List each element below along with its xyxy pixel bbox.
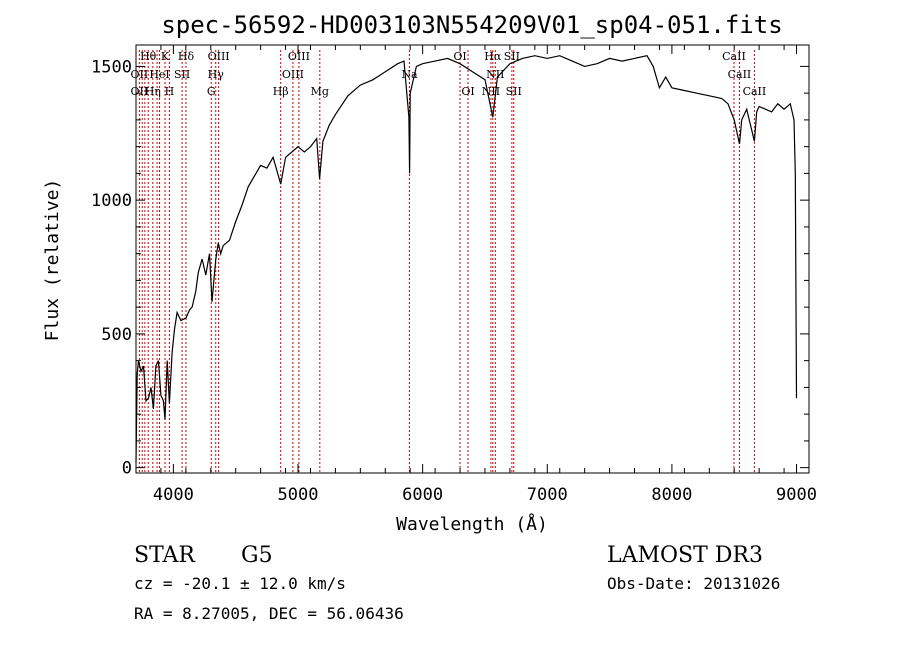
spectral-line-label: OII xyxy=(131,68,149,81)
spectral-line-label: OIII xyxy=(288,50,310,63)
x-tick-label: 5000 xyxy=(278,485,319,505)
x-tick-label: 7000 xyxy=(527,485,568,505)
spectral-line-label: OI xyxy=(453,50,466,63)
spectral-line-label: CaII xyxy=(728,68,752,81)
subclass: G5 xyxy=(241,543,273,568)
x-axis-label: Wavelength (Å) xyxy=(396,513,548,535)
spectral-line-label: SII xyxy=(174,68,190,81)
redshift-velocity: cz = -20.1 ± 12.0 km/s xyxy=(134,574,346,593)
object-class: STAR xyxy=(134,543,196,568)
x-tick-label: 9000 xyxy=(776,485,817,505)
axis-ticks: 4000 5000 6000 7000 8000 9000 0 500 1000 1500 xyxy=(91,45,817,505)
spectral-line-label: G xyxy=(207,85,216,98)
spectral-line-label: HeI xyxy=(149,68,169,81)
plot-frame xyxy=(135,44,810,474)
spectral-line-label: H xyxy=(165,85,175,98)
x-tick-label: 8000 xyxy=(651,485,692,505)
spectral-line-label: OI xyxy=(461,85,474,98)
spectral-line-label: K xyxy=(161,50,170,63)
spectral-line-label: Mg xyxy=(311,85,329,98)
spectral-line-label: SII xyxy=(504,50,520,63)
spectrum-curve xyxy=(135,55,798,463)
y-tick-label: 1000 xyxy=(91,191,132,211)
spectral-line-label: Hα xyxy=(484,50,502,63)
spectral-line-label: NII xyxy=(482,85,500,98)
y-tick-label: 500 xyxy=(101,325,132,345)
y-tick-label: 1500 xyxy=(91,57,132,77)
spectral-line-label: Hη xyxy=(145,85,161,98)
spectral-line-label: OII xyxy=(131,85,149,98)
observation-date: Obs-Date: 20131026 xyxy=(607,574,780,593)
chart-title: spec-56592-HD003103N554209V01_sp04-051.f… xyxy=(161,11,782,39)
survey-name: LAMOST DR3 xyxy=(607,543,763,568)
coordinates: RA = 8.27005, DEC = 56.06436 xyxy=(134,604,404,623)
spectral-line-markers xyxy=(138,50,755,473)
spectral-line-label: CaII xyxy=(722,50,746,63)
spectral-line-label: Hθ xyxy=(140,50,157,63)
spectral-line-label: NII xyxy=(486,68,504,81)
spectral-line-label: Hβ xyxy=(273,85,289,98)
spectral-line-label: Hγ xyxy=(208,68,225,81)
x-tick-label: 4000 xyxy=(153,485,194,505)
y-axis-label: Flux (relative) xyxy=(42,179,63,342)
x-tick-label: 6000 xyxy=(402,485,443,505)
spectral-line-label: Hδ xyxy=(178,50,195,63)
y-tick-label: 0 xyxy=(122,459,132,479)
spectral-line-label: SII xyxy=(506,85,522,98)
spectral-line-label: CaII xyxy=(743,85,767,98)
spectral-line-label: OIII xyxy=(282,68,304,81)
spectral-line-label: OIII xyxy=(208,50,230,63)
spectral-line-labels: OII OII Hθ Hη HeI K H SII Hδ G Hγ OIII Hβ OIII OIII Mg N… xyxy=(131,50,767,98)
